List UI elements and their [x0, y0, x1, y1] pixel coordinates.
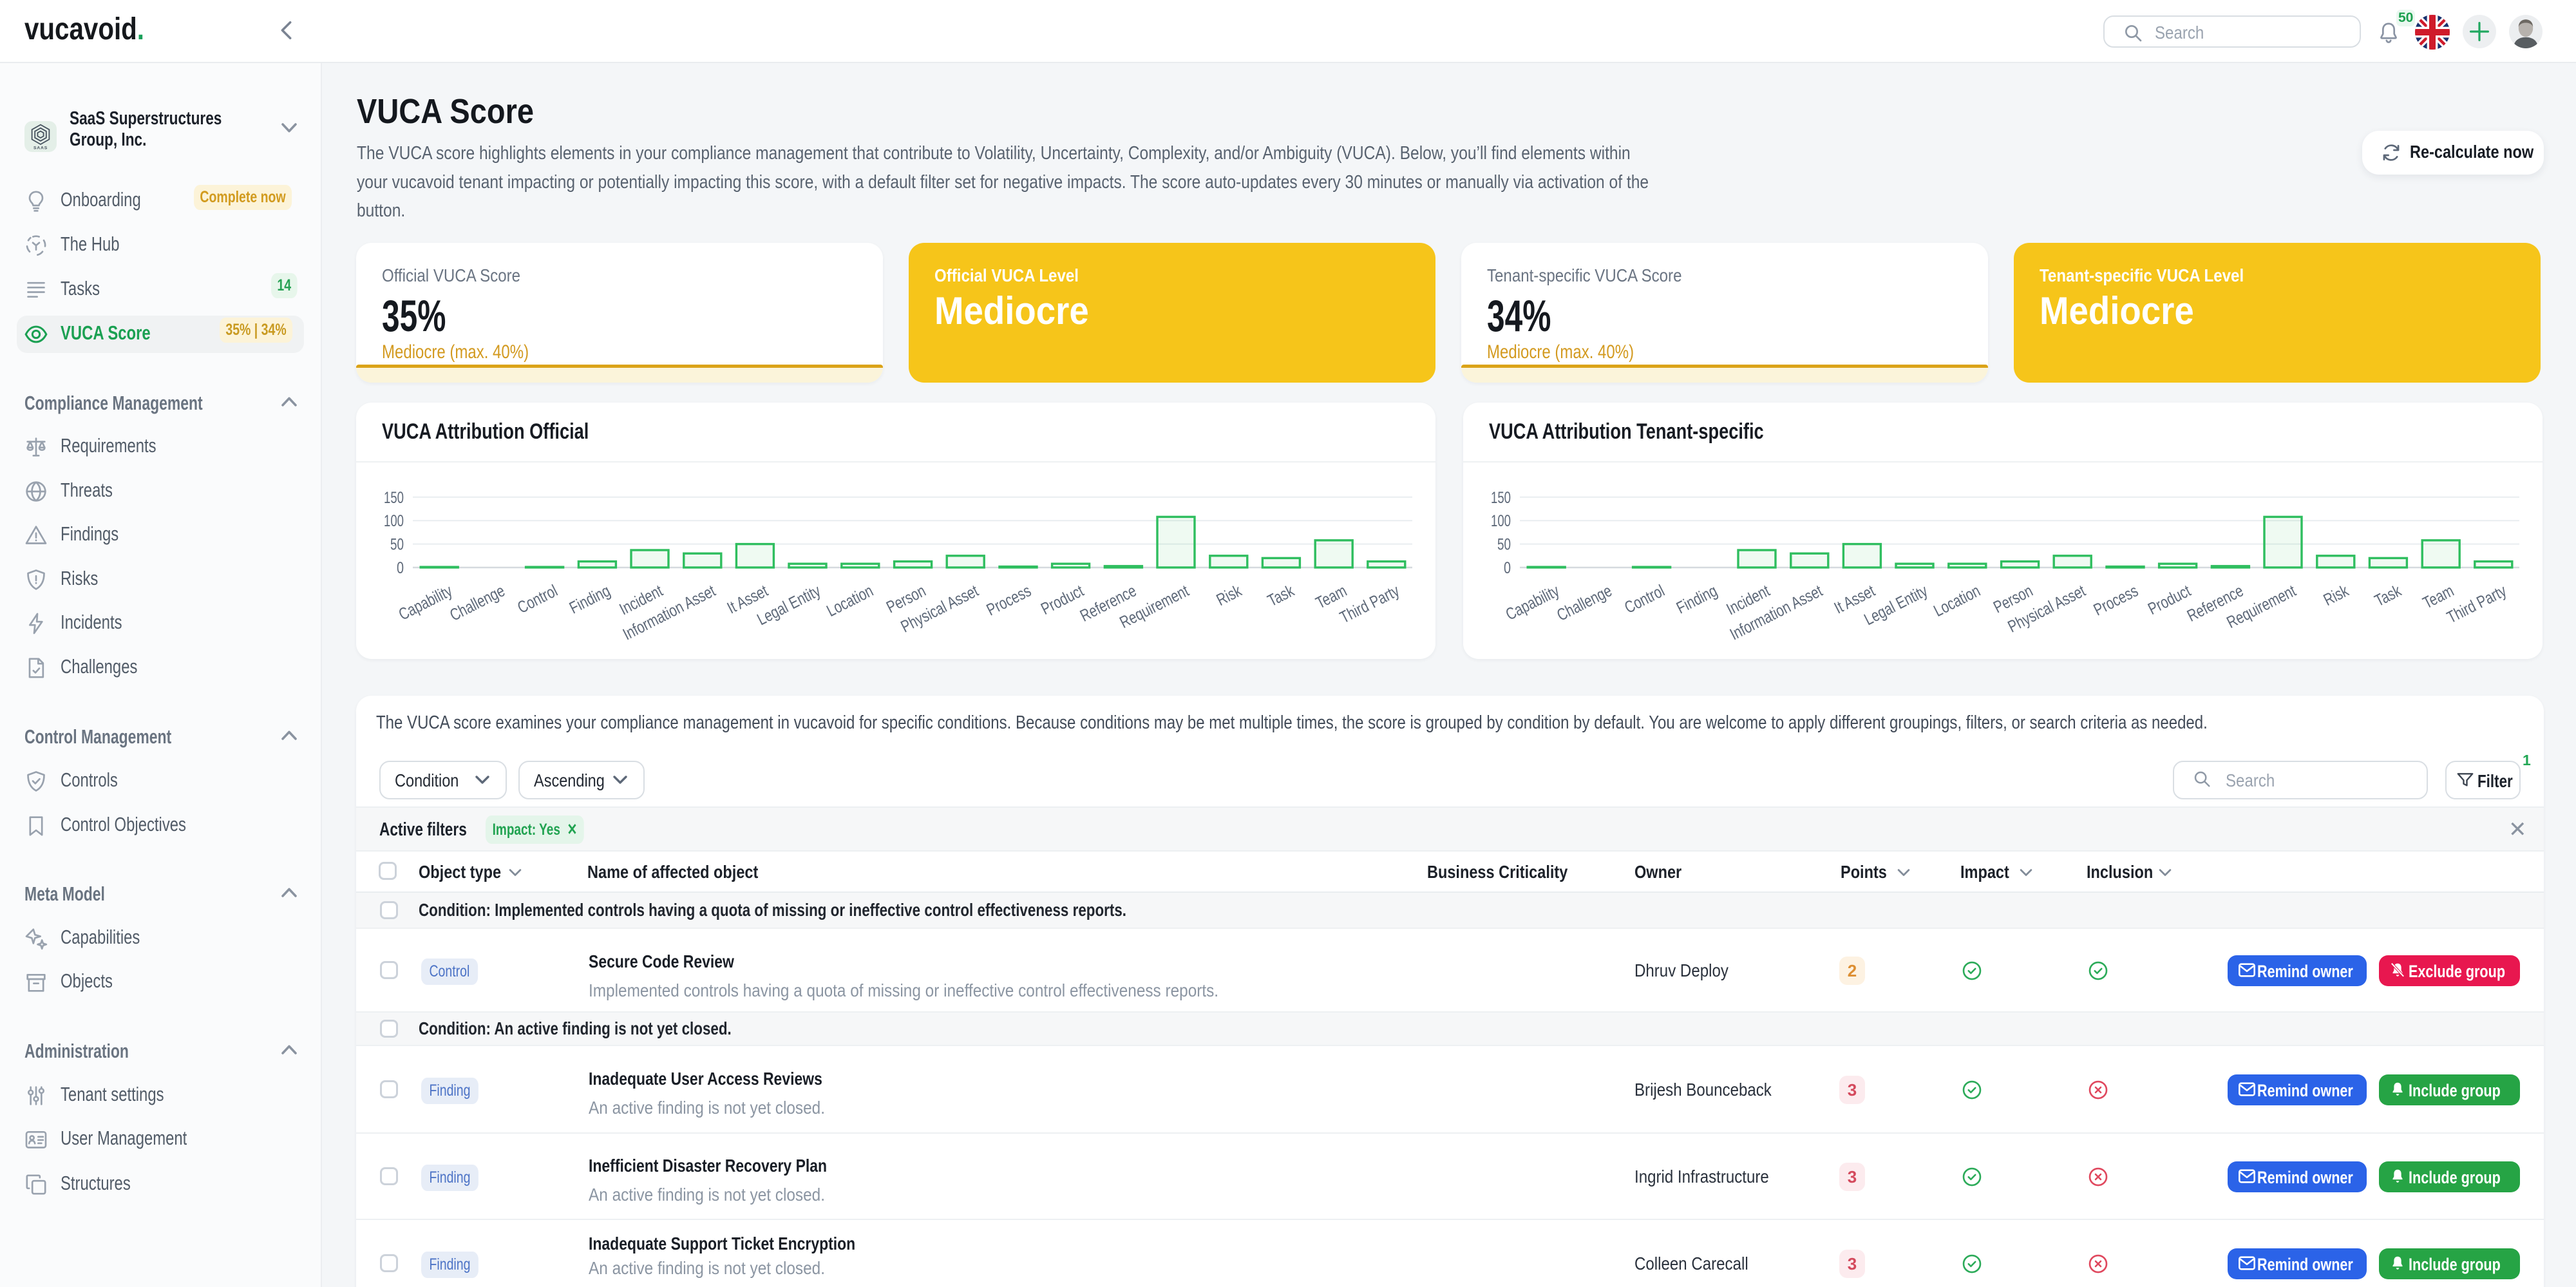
svg-text:Process: Process [983, 581, 1034, 620]
svg-text:100: 100 [384, 512, 404, 530]
svg-text:Third Party: Third Party [2444, 581, 2510, 627]
svg-text:Task: Task [1264, 580, 1298, 610]
svg-text:Finding: Finding [1673, 581, 1720, 618]
svg-text:0: 0 [1504, 559, 1511, 577]
svg-text:0: 0 [397, 559, 404, 577]
svg-text:150: 150 [384, 489, 404, 507]
svg-text:Process: Process [2090, 581, 2141, 620]
svg-text:Task: Task [2371, 580, 2405, 610]
svg-text:Capability: Capability [395, 581, 455, 624]
svg-text:150: 150 [1491, 489, 1511, 507]
svg-text:Control: Control [1621, 581, 1667, 617]
svg-text:Location: Location [824, 581, 876, 621]
svg-text:100: 100 [1491, 512, 1511, 530]
svg-text:Risk: Risk [1213, 580, 1245, 609]
svg-text:50: 50 [390, 536, 404, 554]
svg-text:50: 50 [1497, 536, 1511, 554]
svg-text:Challenge: Challenge [1553, 581, 1615, 625]
svg-text:Finding: Finding [566, 581, 613, 618]
svg-text:Third Party: Third Party [1337, 581, 1403, 627]
svg-text:Control: Control [514, 581, 560, 617]
svg-text:Capability: Capability [1502, 581, 1562, 624]
svg-text:Risk: Risk [2320, 580, 2352, 609]
svg-text:Location: Location [1931, 581, 1984, 621]
svg-text:SAAS: SAAS [33, 146, 48, 151]
svg-text:Challenge: Challenge [446, 581, 507, 625]
